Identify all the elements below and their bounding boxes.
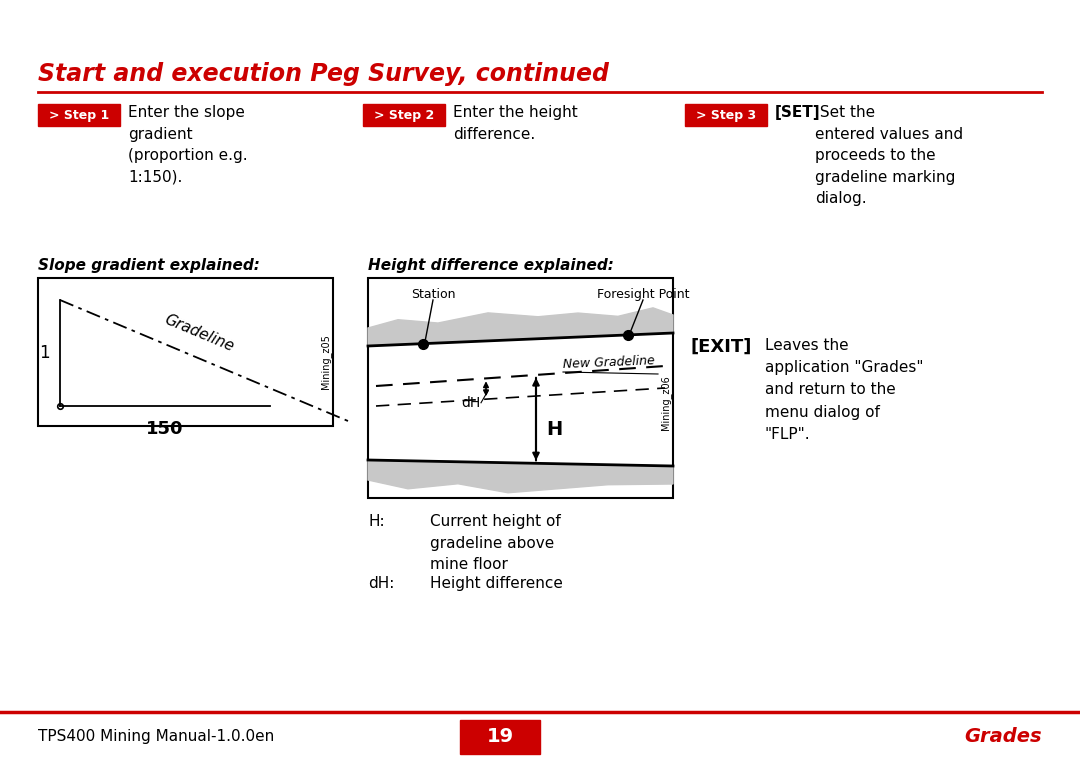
Text: Set the
entered values and
proceeds to the
gradeline marking
dialog.: Set the entered values and proceeds to t… [815,105,963,207]
Text: New Gradeline: New Gradeline [563,354,656,371]
Text: Mining_z06: Mining_z06 [661,376,672,430]
Bar [685,104,767,126]
Text: Enter the slope
gradient
(proportion e.g.
1:150).: Enter the slope gradient (proportion e.g… [129,105,247,185]
Text: > Step 1: > Step 1 [49,108,109,121]
Text: Gradeline: Gradeline [162,312,237,354]
Polygon shape [368,460,673,493]
Text: Grades: Grades [964,727,1042,746]
Bar [368,278,673,498]
Text: TPS400 Mining Manual-1.0.0en: TPS400 Mining Manual-1.0.0en [38,730,274,744]
Text: H:: H: [368,514,384,529]
Text: H: H [546,419,563,439]
Text: Station: Station [410,288,456,301]
Text: Mining_z05: Mining_z05 [321,335,332,389]
Text: 1: 1 [39,344,50,362]
Bar [460,720,540,754]
Text: 150: 150 [146,420,184,438]
Text: [EXIT]: [EXIT] [690,338,752,356]
Text: dH: dH [462,396,481,410]
Text: > Step 3: > Step 3 [696,108,756,121]
Polygon shape [368,308,673,346]
Text: Height difference: Height difference [430,576,563,591]
Text: Height difference explained:: Height difference explained: [368,258,613,273]
Text: Leaves the
application "Grades"
and return to the
menu dialog of
"FLP".: Leaves the application "Grades" and retu… [765,338,923,442]
Text: dH:: dH: [368,576,394,591]
Text: [SET]: [SET] [775,105,821,120]
Text: Current height of
gradeline above
mine floor: Current height of gradeline above mine f… [430,514,561,572]
Bar [38,278,333,426]
Text: Foresight Point: Foresight Point [597,288,689,301]
Bar [363,104,445,126]
Text: 19: 19 [486,727,514,746]
Bar [38,104,120,126]
Text: Slope gradient explained:: Slope gradient explained: [38,258,260,273]
Text: Enter the height
difference.: Enter the height difference. [453,105,578,141]
Text: Start and execution Peg Survey, continued: Start and execution Peg Survey, continue… [38,62,609,86]
Text: > Step 2: > Step 2 [374,108,434,121]
